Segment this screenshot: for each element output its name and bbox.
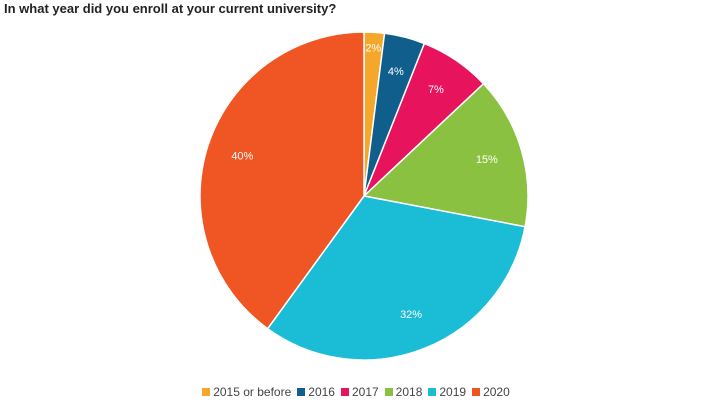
legend-swatch [428, 388, 437, 396]
legend-label: 2019 [439, 385, 467, 399]
pie-data-label: 4% [388, 66, 404, 78]
legend-label: 2020 [483, 385, 510, 399]
legend-label: 2016 [308, 385, 335, 399]
pie-slices [199, 31, 529, 361]
legend-swatch [297, 388, 306, 396]
pie-slice-2018 [362, 82, 529, 228]
legend-swatch [202, 388, 211, 396]
legend-swatch [384, 388, 393, 396]
legend-item: 2020 [472, 385, 510, 399]
pie-data-label: 15% [476, 154, 498, 166]
legend-item: 2016 [297, 385, 335, 399]
chart-title: In what year did you enroll at your curr… [4, 1, 337, 16]
pie-slice-2020 [199, 31, 365, 330]
legend-label: 2017 [351, 385, 379, 399]
legend-label: 2018 [395, 385, 423, 399]
legend-label: 2015 or before [213, 385, 292, 399]
pie-data-label: 40% [231, 150, 253, 162]
legend-swatch [472, 388, 481, 396]
pie-data-labels: 2% 4% 7% 15% 32% 40% [231, 43, 498, 321]
legend: 2015 or before 2016 2017 2018 2019 2020 [0, 385, 712, 399]
pie-data-label: 32% [400, 309, 422, 321]
legend-item: 2019 [428, 385, 466, 399]
pie-data-label: 2% [365, 43, 381, 55]
legend-item: 2017 [340, 385, 379, 399]
pie-data-label: 7% [428, 84, 444, 96]
pie-slice-2019 [266, 195, 526, 361]
legend-item: 2015 or before [202, 385, 291, 399]
legend-swatch [340, 388, 349, 396]
pie-chart: 2% 4% 7% 15% 32% 40% [199, 31, 529, 361]
legend-item: 2018 [384, 385, 423, 399]
